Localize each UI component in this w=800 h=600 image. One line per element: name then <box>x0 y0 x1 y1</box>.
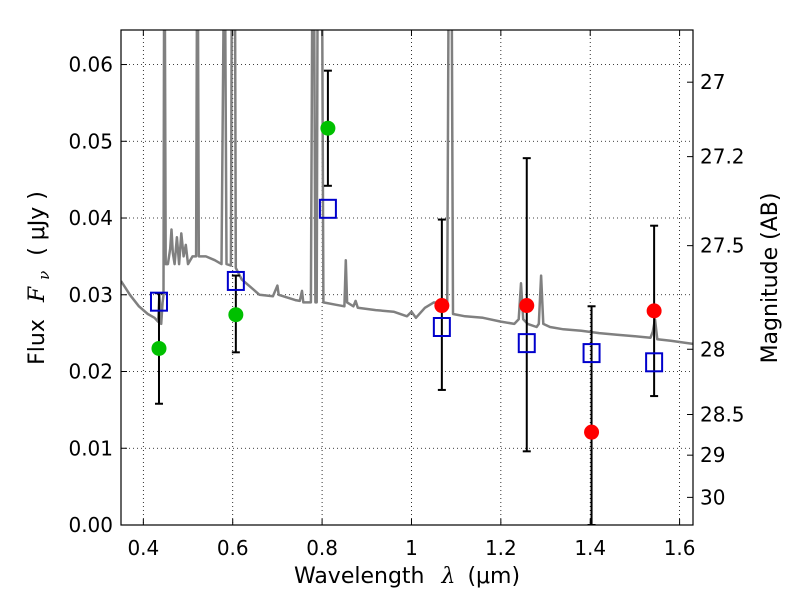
y-tick-label: 0.05 <box>68 129 113 153</box>
y-axis-label: Flux F ν ( μJy ) <box>25 191 55 365</box>
plot-frame <box>120 29 694 526</box>
y-tick-label: 0.01 <box>68 436 113 460</box>
x-tick-label: 1 <box>405 536 418 560</box>
data-point <box>646 303 662 319</box>
data-layer <box>121 30 693 525</box>
data-point <box>228 307 244 323</box>
data-point <box>151 340 167 356</box>
x-tick-labels: 0.4 0.6 0.8 1 1.2 1.4 1.6 <box>127 536 695 560</box>
y-tick-label: 0.03 <box>68 283 113 307</box>
data-point <box>320 120 336 136</box>
x-tick-label: 0.8 <box>306 536 338 560</box>
model-photometry-square <box>582 343 601 364</box>
data-point <box>584 424 600 440</box>
x-tick-label: 1.2 <box>485 536 517 560</box>
y2-tick-labels: 27 27.2 27.5 28 28.5 29 30 <box>700 70 745 509</box>
y-tick-label: 0.06 <box>68 53 113 77</box>
y-tick-labels: 0.00 0.01 0.02 0.03 0.04 0.05 0.06 <box>68 53 113 537</box>
data-point <box>519 298 535 314</box>
y2-tick-label: 29 <box>700 443 725 467</box>
x-tick-label: 1.6 <box>664 536 696 560</box>
model-spectrum-line <box>121 30 693 346</box>
y2-tick-label: 27.2 <box>700 145 745 169</box>
model-photometry-square <box>318 198 337 219</box>
plot-area <box>121 30 693 525</box>
x-tick-label: 0.4 <box>127 536 159 560</box>
x-tick-label: 0.6 <box>217 536 249 560</box>
y-tick-label: 0.04 <box>68 206 113 230</box>
x-tick-label: 1.4 <box>574 536 606 560</box>
model-photometry-square <box>517 333 536 354</box>
ticks <box>121 30 693 526</box>
y2-axis-label: Magnitude (AB) <box>758 193 783 364</box>
y2-tick-label: 27.5 <box>700 234 745 258</box>
y2-tick-label: 28 <box>700 337 725 361</box>
y2-tick-label: 30 <box>700 485 725 509</box>
y-tick-label: 0.02 <box>68 360 113 384</box>
y2-tick-label: 28.5 <box>700 402 745 426</box>
x-axis-label: Wavelength λ (μm) <box>294 564 520 589</box>
model-photometry-square <box>226 270 245 291</box>
model-photometry-square <box>149 291 168 312</box>
model-photometry-square <box>432 317 451 337</box>
y2-tick-label: 27 <box>700 70 725 94</box>
model-photometry-square <box>645 352 664 373</box>
data-point <box>434 298 450 314</box>
y-tick-label: 0.00 <box>68 513 113 537</box>
